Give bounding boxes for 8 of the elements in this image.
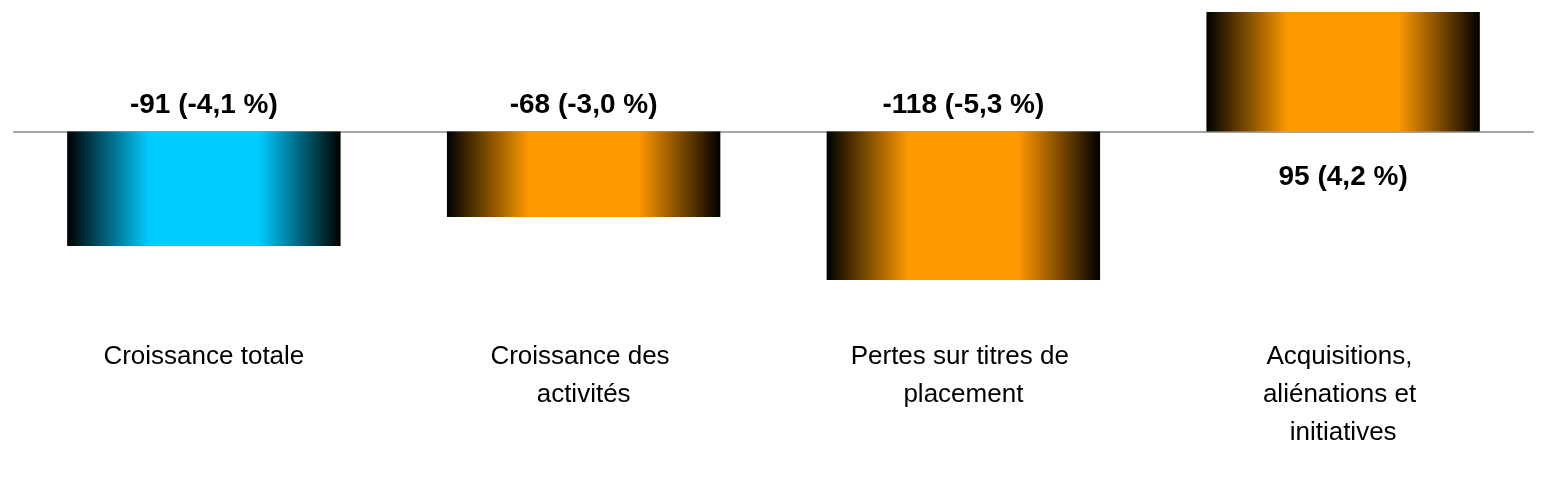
data-label: 95 (4,2 %) (1278, 160, 1408, 192)
data-label: -118 (-5,3 %) (882, 88, 1045, 120)
x-tick-label: Acquisitions, aliénations et initiatives (1262, 340, 1424, 446)
data-label: -68 (-3,0 %) (509, 88, 658, 120)
x-tick-label: Croissance totale (103, 340, 305, 370)
x-tick-label: Pertes sur titres de placement (850, 340, 1077, 408)
x-tick-label: Croissance des activités (490, 340, 677, 408)
data-label: -91 (-4,1 %) (129, 88, 278, 120)
